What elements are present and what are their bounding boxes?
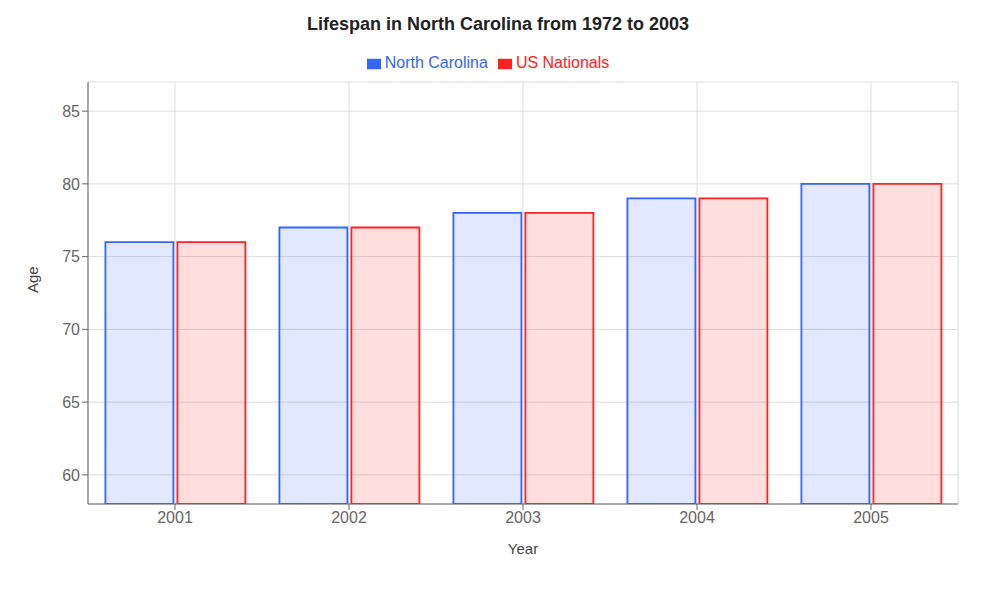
svg-text:Year: Year bbox=[508, 540, 538, 557]
html-text:Lifespan in North Carolina fro: Lifespan in North Carolina from 1972 to … bbox=[306, 14, 689, 34]
html-text:North Carolina: North Carolina bbox=[384, 54, 488, 71]
svg-text:75: 75 bbox=[62, 248, 80, 265]
svg-text:Age: Age bbox=[24, 266, 41, 293]
svg-text:80: 80 bbox=[62, 176, 80, 193]
svg-text:2001: 2001 bbox=[157, 509, 193, 526]
svg-text:60: 60 bbox=[62, 467, 80, 484]
svg-text:2005: 2005 bbox=[853, 509, 889, 526]
svg-text:70: 70 bbox=[62, 321, 80, 338]
svg-text:2002: 2002 bbox=[331, 509, 367, 526]
svg-text:2004: 2004 bbox=[679, 509, 715, 526]
svg-text:2003: 2003 bbox=[505, 509, 541, 526]
svg-text:85: 85 bbox=[62, 103, 80, 120]
svg-text:65: 65 bbox=[62, 394, 80, 411]
html-text:US Nationals: US Nationals bbox=[515, 54, 610, 71]
